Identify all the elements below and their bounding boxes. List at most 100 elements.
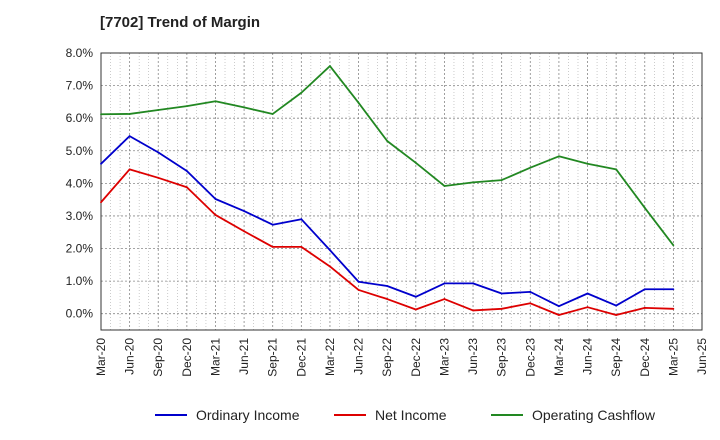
data-point bbox=[586, 306, 589, 309]
data-point bbox=[500, 179, 503, 181]
data-point bbox=[586, 162, 589, 165]
data-point bbox=[329, 265, 331, 268]
legend-label: Operating Cashflow bbox=[532, 407, 656, 423]
x-tick-label: Sep-20 bbox=[151, 338, 165, 377]
data-point bbox=[672, 307, 675, 310]
data-point bbox=[357, 101, 360, 104]
data-point bbox=[357, 289, 360, 291]
legend-label: Net Income bbox=[375, 407, 447, 423]
data-point bbox=[157, 151, 160, 154]
data-point bbox=[243, 210, 245, 212]
x-tick-label: Dec-20 bbox=[180, 338, 194, 377]
data-point bbox=[185, 186, 188, 189]
x-tick-label: Jun-25 bbox=[695, 338, 709, 375]
y-tick-label: 3.0% bbox=[66, 209, 94, 223]
x-tick-label: Sep-22 bbox=[380, 338, 394, 377]
x-tick-label: Jun-23 bbox=[466, 338, 480, 375]
x-tick-label: Dec-21 bbox=[294, 338, 308, 377]
axes: Mar-20 Jun-20 Sep-20 Dec-20 Mar-21 Jun-21 Sep-… bbox=[66, 46, 709, 377]
data-point bbox=[243, 106, 245, 109]
chart-title: [7702] Trend of Margin bbox=[100, 14, 261, 31]
data-point bbox=[615, 304, 618, 307]
data-point bbox=[185, 105, 188, 108]
data-point bbox=[300, 91, 303, 94]
data-point bbox=[672, 244, 675, 247]
data-point bbox=[414, 161, 417, 164]
data-point bbox=[414, 295, 417, 298]
data-point bbox=[357, 280, 360, 283]
data-point bbox=[586, 292, 589, 295]
series-lines bbox=[100, 65, 675, 316]
data-point bbox=[443, 185, 446, 187]
y-tick-label: 5.0% bbox=[66, 144, 94, 158]
data-point bbox=[414, 308, 417, 311]
x-tick-label: Sep-24 bbox=[609, 338, 623, 377]
y-tick-label: 8.0% bbox=[66, 46, 94, 60]
data-point bbox=[529, 166, 532, 169]
data-point bbox=[214, 198, 217, 200]
data-point bbox=[300, 246, 303, 248]
data-point bbox=[128, 135, 131, 138]
legend-label: Ordinary Income bbox=[196, 407, 300, 423]
data-point bbox=[157, 176, 160, 179]
x-tick-label: Mar-20 bbox=[94, 338, 108, 376]
data-point bbox=[128, 168, 131, 171]
x-tick-label: Sep-21 bbox=[266, 338, 280, 377]
x-tick-label: Jun-24 bbox=[581, 338, 595, 375]
x-tick-label: Jun-20 bbox=[123, 338, 137, 375]
legend: Ordinary Income Net Income Operating Cashf… bbox=[155, 407, 656, 423]
data-point bbox=[214, 214, 217, 216]
data-point bbox=[672, 288, 675, 291]
data-point bbox=[185, 170, 188, 172]
data-point bbox=[472, 181, 474, 184]
y-tick-label: 7.0% bbox=[66, 79, 94, 93]
x-tick-label: Mar-24 bbox=[552, 338, 566, 376]
data-point bbox=[472, 282, 474, 285]
data-point bbox=[472, 309, 474, 312]
data-point bbox=[271, 246, 274, 248]
data-point bbox=[100, 201, 102, 204]
y-tick-label: 6.0% bbox=[66, 111, 94, 125]
data-point bbox=[615, 168, 618, 171]
data-point bbox=[558, 155, 560, 158]
data-point bbox=[300, 218, 303, 221]
data-point bbox=[243, 230, 245, 233]
data-point bbox=[271, 223, 274, 226]
data-point bbox=[100, 162, 102, 165]
x-tick-label: Dec-24 bbox=[638, 338, 652, 377]
x-tick-label: Mar-21 bbox=[208, 338, 222, 376]
data-point bbox=[500, 292, 503, 295]
data-point bbox=[529, 290, 532, 293]
x-tick-label: Dec-23 bbox=[523, 338, 537, 377]
data-point bbox=[558, 305, 560, 308]
y-tick-label: 0.0% bbox=[66, 307, 94, 321]
x-tick-label: Mar-22 bbox=[323, 338, 337, 376]
y-tick-label: 4.0% bbox=[66, 176, 94, 190]
data-point bbox=[100, 113, 102, 116]
data-point bbox=[214, 100, 217, 103]
y-tick-label: 1.0% bbox=[66, 274, 94, 288]
data-point bbox=[643, 288, 646, 291]
data-point bbox=[558, 314, 560, 316]
x-tick-label: Mar-25 bbox=[666, 338, 680, 376]
data-point bbox=[329, 65, 331, 67]
y-tick-label: 2.0% bbox=[66, 242, 94, 256]
data-point bbox=[643, 306, 646, 309]
x-tick-label: Dec-22 bbox=[409, 338, 423, 377]
data-point bbox=[386, 298, 389, 300]
data-point bbox=[643, 206, 646, 209]
x-tick-label: Jun-22 bbox=[352, 338, 366, 375]
data-point bbox=[386, 140, 389, 142]
data-point bbox=[329, 249, 331, 252]
x-tick-label: Jun-21 bbox=[237, 338, 251, 375]
data-point bbox=[500, 307, 503, 310]
x-tick-label: Sep-23 bbox=[495, 338, 509, 377]
plot-frame bbox=[100, 52, 703, 331]
data-point bbox=[128, 113, 131, 115]
data-point bbox=[157, 109, 160, 111]
data-point bbox=[386, 285, 389, 287]
data-point bbox=[271, 113, 274, 115]
x-tick-label: Mar-23 bbox=[437, 338, 451, 376]
